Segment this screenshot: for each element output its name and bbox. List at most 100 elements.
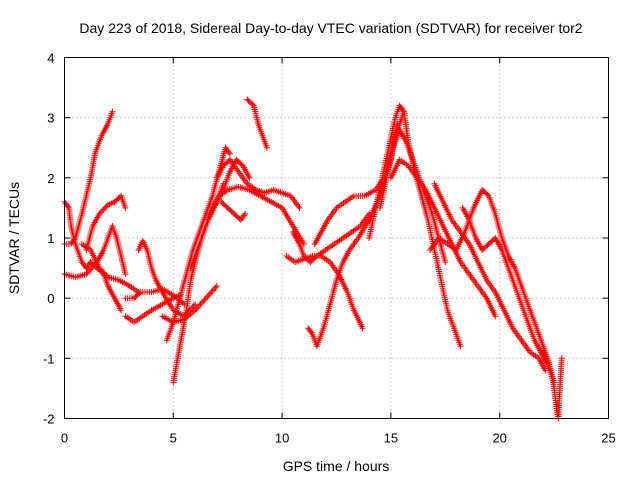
data-point [89,212,102,229]
data-point [322,242,336,253]
data-point [98,122,111,139]
y-axis-label: SDTVAR / TECUs [6,182,22,294]
data-point [492,235,504,252]
data-point [239,162,252,180]
data-point [300,253,314,263]
data-point [557,357,565,380]
data-point [144,247,155,270]
data-point [387,158,402,181]
data-point [78,241,92,252]
series-track-14 [213,156,303,211]
data-point [492,289,507,312]
data-point [431,204,446,228]
y-tick-label: 3 [47,111,54,126]
data-point [518,337,532,354]
series-track-10 [170,180,227,386]
data-point [366,207,379,241]
data-point [498,235,511,257]
data-point [259,132,270,149]
y-tick-label: 0 [47,291,54,306]
data-point [246,174,253,181]
data-point [498,247,511,270]
data-point [531,337,544,354]
data-point [396,102,406,114]
data-point [511,283,524,306]
data-point [483,277,498,294]
data-point [242,210,249,217]
data-point [159,313,175,325]
data-point [459,204,472,222]
data-point [270,186,284,196]
data-point [448,217,463,234]
data-point [540,349,550,366]
data-point [65,204,74,227]
data-point [235,168,249,186]
data-point [451,325,463,348]
data-point [92,134,104,157]
data-point [109,223,119,239]
data-point [437,277,450,312]
data-point [118,253,128,276]
data-point [511,265,524,288]
data-point [170,297,183,326]
data-point [535,355,548,372]
data-point [556,375,564,398]
data-point [287,192,302,210]
data-point [226,156,241,174]
data-point [558,355,565,362]
x-tick-label: 15 [384,431,398,446]
data-point [213,164,226,181]
data-point [466,271,480,288]
data-point [405,162,419,180]
data-point [61,271,77,280]
data-point [139,238,150,252]
data-point [396,156,410,168]
data-point [431,247,444,281]
data-point [440,223,454,246]
data-point [466,217,478,239]
data-point [109,108,116,115]
data-point [318,253,332,264]
data-point [414,174,428,192]
data-point [255,120,265,137]
y-tick-label: -2 [43,412,55,427]
data-point [348,224,362,235]
series-track-18 [283,253,366,332]
data-point [333,200,347,211]
data-point [331,236,345,247]
data-point [209,194,222,211]
data-point [96,203,110,217]
data-point [290,223,306,246]
x-tick-label: 0 [61,431,68,446]
data-point [194,231,206,253]
data-point [492,313,499,320]
data-point [118,192,128,209]
data-point [237,212,247,223]
data-point [261,187,275,196]
data-point [457,229,471,246]
data-point [105,283,117,300]
data-point [220,170,233,193]
data-point [377,177,390,211]
data-point [344,289,357,312]
series-track-23 [387,156,499,320]
data-point [118,307,125,314]
data-point [555,393,563,422]
data-point [290,229,302,246]
data-point [346,236,360,253]
data-point [244,96,256,108]
data-point [340,248,352,266]
data-point [176,273,189,302]
data-point [379,146,392,181]
data-point [246,186,262,198]
x-tick-label: 20 [492,431,506,446]
data-point [509,325,524,342]
data-point [257,192,273,204]
data-point [311,230,324,247]
data-point [105,199,116,208]
y-tick-label: -1 [43,351,55,366]
data-point [72,241,85,264]
data-point [233,156,245,168]
data-point [318,218,330,235]
data-point [485,192,498,215]
